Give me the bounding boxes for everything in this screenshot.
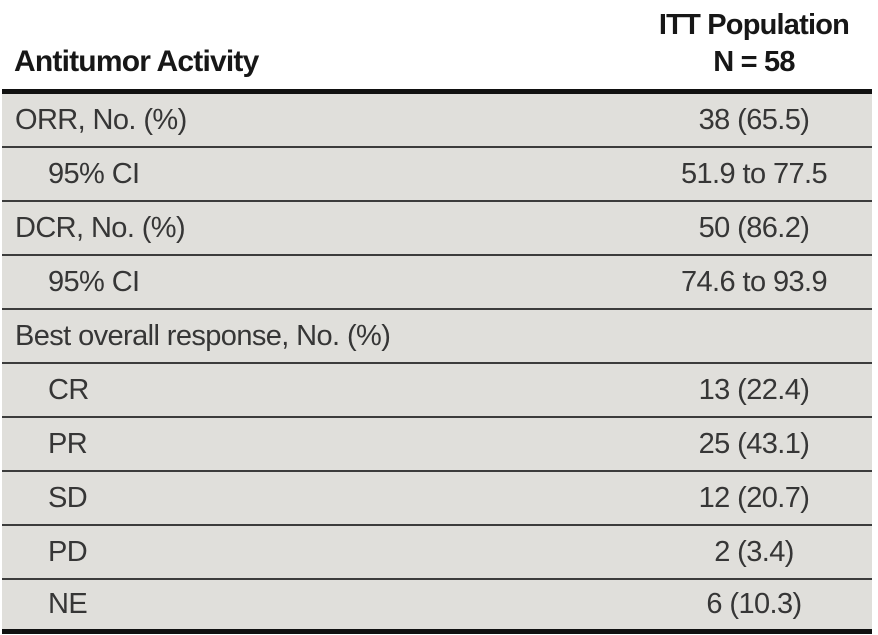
row-label: CR (48, 373, 89, 406)
sample-size-label: N = 58 (713, 45, 795, 78)
table-row-orr-ci: 95% CI 51.9 to 77.5 (2, 148, 872, 202)
row-value: 74.6 to 93.9 (681, 265, 828, 298)
row-value: 13 (22.4) (698, 373, 810, 406)
table-row-sd: SD 12 (20.7) (2, 472, 872, 526)
row-label: PD (48, 535, 88, 568)
column-header-antitumor-activity: Antitumor Activity (14, 45, 259, 78)
row-value: 12 (20.7) (698, 481, 810, 514)
row-label: DCR, No. (%) (15, 211, 186, 244)
row-label: 95% CI (48, 157, 140, 190)
column-header-itt-population: ITT Population N = 58 (640, 1, 872, 89)
row-value: 51.9 to 77.5 (681, 157, 828, 190)
table-header-row: Antitumor Activity ITT Population N = 58 (2, 0, 872, 94)
row-label: ORR, No. (%) (15, 103, 187, 136)
table-row-best-overall-response: Best overall response, No. (%) (2, 310, 872, 364)
row-value: 50 (86.2) (698, 211, 810, 244)
itt-population-label: ITT Population (658, 8, 850, 41)
row-value: 25 (43.1) (698, 427, 810, 460)
row-label: SD (48, 481, 88, 514)
table-row-cr: CR 13 (22.4) (2, 364, 872, 418)
row-value: 2 (3.4) (714, 535, 794, 568)
row-value: 6 (10.3) (706, 588, 802, 620)
table-row-dcr-ci: 95% CI 74.6 to 93.9 (2, 256, 872, 310)
table-row-pr: PR 25 (43.1) (2, 418, 872, 472)
row-label: PR (48, 427, 88, 460)
table-row-orr: ORR, No. (%) 38 (65.5) (2, 94, 872, 148)
row-value: 38 (65.5) (698, 103, 810, 136)
row-label: NE (48, 588, 88, 620)
table-row-dcr: DCR, No. (%) 50 (86.2) (2, 202, 872, 256)
row-label: Best overall response, No. (%) (15, 319, 391, 352)
row-label: 95% CI (48, 265, 140, 298)
table-row-ne: NE 6 (10.3) (2, 580, 872, 634)
table-body: ORR, No. (%) 38 (65.5) 95% CI 51.9 to 77… (2, 94, 872, 634)
table-row-pd: PD 2 (3.4) (2, 526, 872, 580)
